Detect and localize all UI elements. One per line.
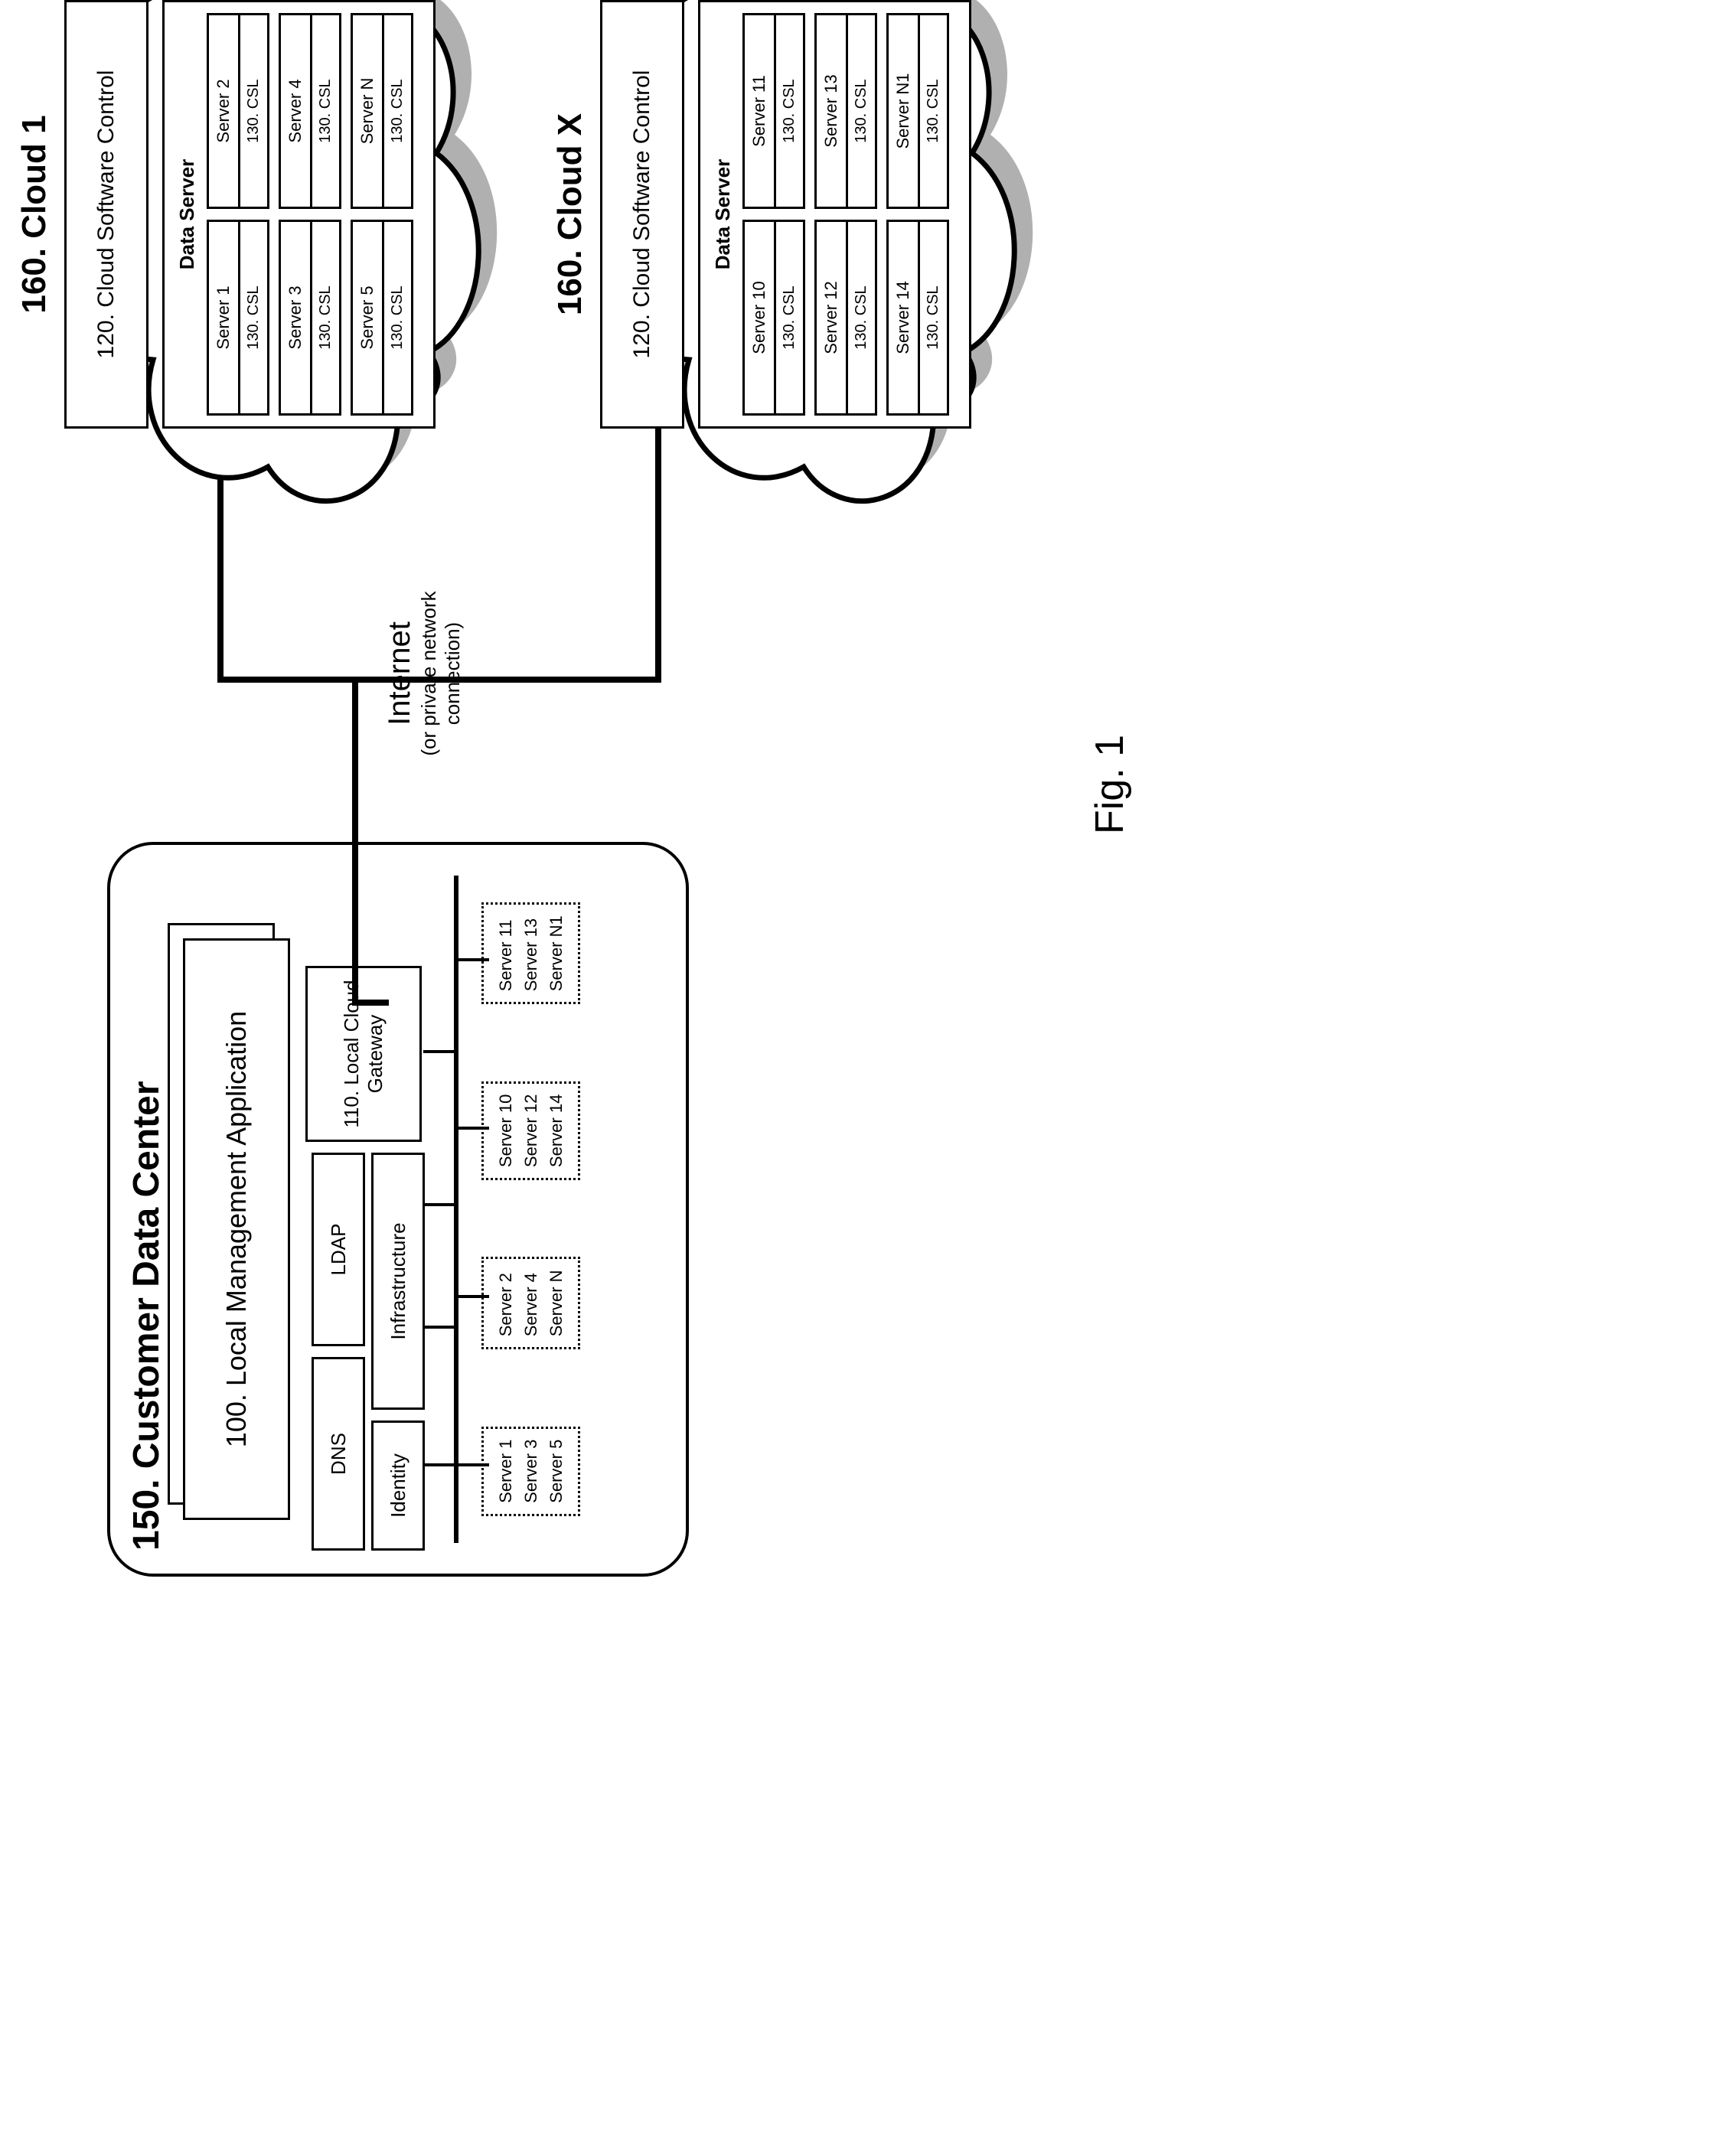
virt: Server 5 [543,1440,569,1503]
server-box: Server 14130. CSL [886,220,949,416]
cloud-1-content: 160. Cloud 1 120. Cloud Software Control… [15,0,436,429]
cloud-software-control: 120. Cloud Software Control [600,0,684,429]
virt: Server 4 [518,1270,543,1336]
virt: Server 13 [518,915,543,991]
network-sub: (or private network connection) [417,551,465,796]
virt: Server 3 [518,1440,543,1503]
server-box: Server 10130. CSL [742,220,805,416]
server-box: Server 3130. CSL [279,220,341,416]
virt: Server 14 [543,1094,569,1167]
infrastructure-box: Infrastructure [371,1153,425,1410]
network-label: Internet (or private network connection) [383,551,465,796]
virt: Server 11 [493,915,518,991]
virtual-servers: Server 1 Server 3 Server 5 Server 2 Serv… [481,868,580,1551]
mgmt-app-stack: 100. Local Management Application [183,883,290,1520]
data-server-label: Data Server [175,13,199,416]
server-box: Server N1130. CSL [886,13,949,209]
virt: Server 10 [493,1094,518,1167]
internal-bus [454,876,458,1543]
cloud-1-title: 160. Cloud 1 [15,0,54,429]
virt-col-1: Server 2 Server 4 Server N [481,1257,580,1349]
network-main: Internet [383,551,417,796]
service-row-2: Identity Infrastructure [371,1153,425,1551]
server-box: Server 12130. CSL [814,220,877,416]
customer-data-center: 150. Customer Data Center 100. Local Man… [107,842,689,1577]
data-server-label: Data Server [711,13,735,416]
server-box: Server N130. CSL [351,13,413,209]
virt: Server 2 [493,1270,518,1336]
virt-col-0: Server 1 Server 3 Server 5 [481,1427,580,1516]
virt: Server N [543,1270,569,1336]
identity-box: Identity [371,1420,425,1551]
server-box: Server 2130. CSL [207,13,269,209]
virt-col-3: Server 11 Server 13 Server N1 [481,902,580,1004]
cloud-x-content: 160. Cloud X 120. Cloud Software Control… [551,0,971,429]
datacenter-title: 150. Customer Data Center [126,868,168,1551]
data-server-frame: Data Server Server 1130. CSL Server 2130… [162,0,436,429]
virt: Server 12 [518,1094,543,1167]
server-box: Server 5130. CSL [351,220,413,416]
virt-col-2: Server 10 Server 12 Server 14 [481,1081,580,1180]
figure-label: Fig. 1 [1087,735,1133,834]
virt: Server N1 [543,915,569,991]
diagram-root: 150. Customer Data Center 100. Local Man… [31,31,1713,1638]
cloud-software-control: 120. Cloud Software Control [64,0,148,429]
cloud-x: 160. Cloud X 120. Cloud Software Control… [505,0,1041,551]
ldap-box: LDAP [312,1153,365,1346]
server-box: Server 1130. CSL [207,220,269,416]
cloud-1: 160. Cloud 1 120. Cloud Software Control… [0,0,505,551]
server-box: Server 4130. CSL [279,13,341,209]
conn-gw-horiz [352,677,358,1006]
server-box: Server 11130. CSL [742,13,805,209]
server-box: Server 13130. CSL [814,13,877,209]
cloud-x-title: 160. Cloud X [551,0,589,429]
data-server-frame: Data Server Server 10130. CSL Server 111… [698,0,971,429]
conn-gw-up [358,1000,389,1006]
local-cloud-gateway: 110. Local Cloud Gateway [305,966,422,1142]
dns-box: DNS [312,1357,365,1551]
virt: Server 1 [493,1440,518,1503]
mgmt-front-card: 100. Local Management Application [183,938,290,1520]
service-row-1: DNS LDAP [312,1153,365,1551]
